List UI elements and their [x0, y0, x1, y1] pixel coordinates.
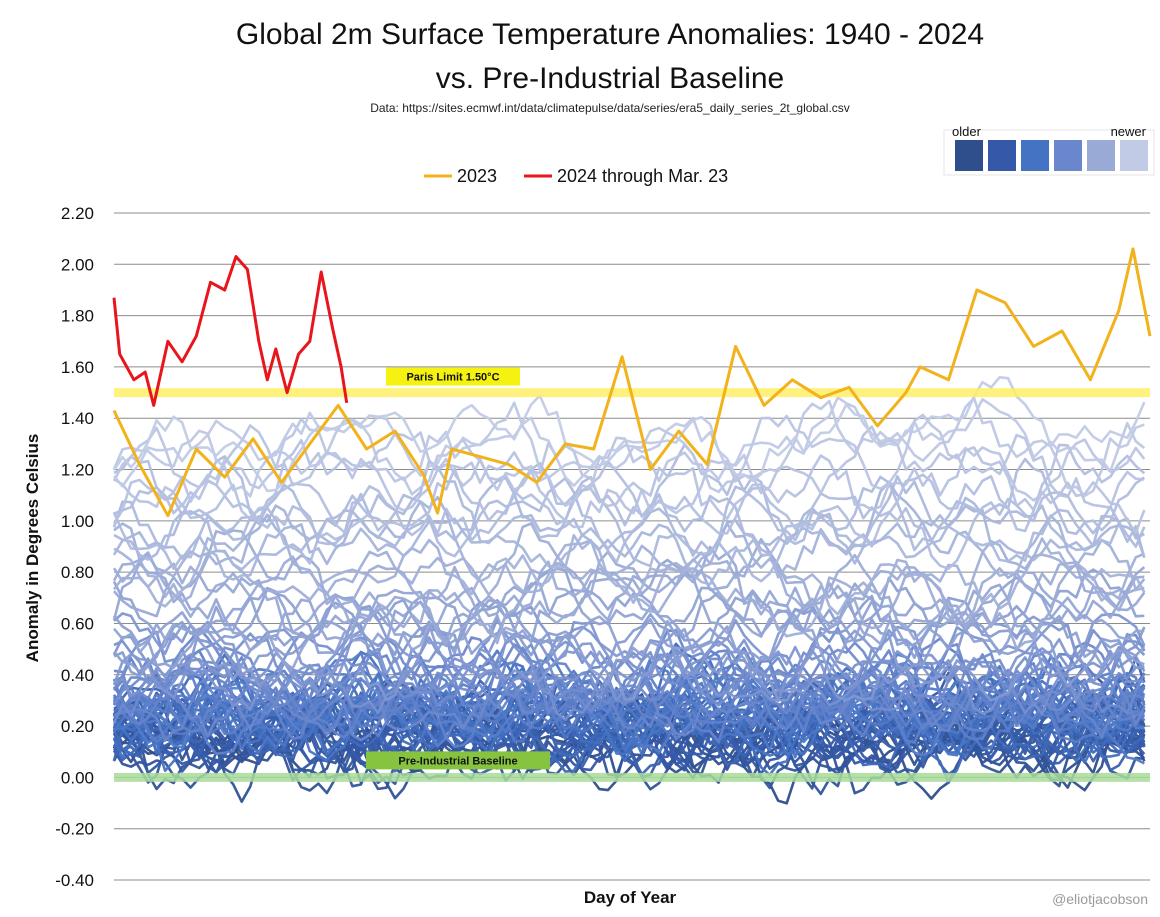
y-tick-label: 1.40: [61, 409, 94, 428]
historical-year-line-1956: [113, 682, 1146, 778]
y-axis-title: Anomaly in Degrees Celsius: [23, 434, 42, 663]
historical-year-line-1983: [112, 649, 1146, 749]
color-scale-swatch-1: [955, 140, 983, 171]
y-tick-label: -0.40: [55, 871, 94, 890]
color-scale-swatch-3: [1021, 140, 1049, 171]
legend-label-2024: 2024 through Mar. 23: [557, 166, 728, 186]
historical-year-line-1989: [113, 636, 1146, 742]
historical-year-line-2004: [112, 558, 1146, 652]
historical-year-line-1995: [113, 617, 1146, 712]
newer-label: newer: [1111, 124, 1147, 139]
color-scale-legend: older newer: [943, 124, 1155, 176]
historical-year-line-2017: [112, 438, 1145, 529]
color-scale-swatch-2: [988, 140, 1016, 171]
historical-year-line-2014: [112, 457, 1146, 565]
historical-year-line-2019: [112, 413, 1146, 508]
y-tick-label: -0.20: [55, 820, 94, 839]
historical-year-line-2015: [113, 443, 1146, 571]
baseline-label: Pre-Industrial Baseline: [398, 755, 517, 767]
paris-limit-label-box: [386, 367, 520, 386]
color-scale-swatch-6: [1120, 140, 1148, 171]
historical-year-line-2009: [113, 513, 1145, 616]
y-tick-label: 1.00: [61, 512, 94, 531]
historical-year-line-2007: [112, 529, 1146, 645]
series-line-2023: [112, 247, 1152, 518]
chart-title-line-2: vs. Pre-Industrial Baseline: [436, 62, 785, 95]
paris-limit-label: Paris Limit 1.50°C: [406, 372, 499, 384]
historical-year-line-2002: [112, 568, 1145, 673]
legend-label-2023: 2023: [457, 166, 497, 186]
y-tick-label: 0.60: [61, 614, 94, 633]
data-source-note: Data: https://sites.ecmwf.int/data/clima…: [370, 101, 850, 115]
historical-year-line-2005: [113, 545, 1146, 646]
y-tick-label: 1.60: [61, 358, 94, 377]
y-tick-label: 1.20: [61, 461, 94, 480]
historical-year-line-1987: [112, 649, 1145, 741]
color-scale-swatch-4: [1054, 140, 1082, 171]
historical-year-line-1993: [112, 630, 1145, 722]
historical-year-line-2000: [113, 593, 1146, 685]
y-tick-label: 0.00: [61, 768, 94, 787]
y-tick-label: 2.20: [61, 204, 94, 223]
chart-title-line-1: Global 2m Surface Temperature Anomalies:…: [236, 18, 984, 51]
author-credit: @eliotjacobson: [1052, 891, 1148, 907]
historical-year-line-2006: [112, 537, 1145, 650]
y-tick-label: 0.40: [61, 666, 94, 685]
baseline-label-box: [366, 751, 550, 770]
historical-year-line-2013: [112, 459, 1146, 571]
historical-year-line-2021: [112, 396, 1145, 488]
historical-year-line-1985: [113, 652, 1145, 756]
color-scale-swatch-5: [1087, 140, 1115, 171]
historical-year-line-2018: [113, 424, 1146, 535]
older-label: older: [952, 124, 982, 139]
series-legend: 2023 2024 through Mar. 23: [424, 166, 728, 186]
y-tick-label: 2.00: [61, 255, 94, 274]
historical-year-line-1979: [112, 654, 1145, 765]
series-line-2024: [112, 255, 349, 407]
x-axis-title: Day of Year: [584, 888, 677, 907]
historical-year-line-2016: [113, 443, 1146, 548]
y-tick-label: 0.80: [61, 563, 94, 582]
historical-year-line-1991: [112, 637, 1146, 725]
y-tick-label: 1.80: [61, 307, 94, 326]
historical-year-line-1969: [112, 659, 1146, 759]
historical-year-line-2012: [113, 476, 1145, 583]
y-tick-label: 0.20: [61, 717, 94, 736]
